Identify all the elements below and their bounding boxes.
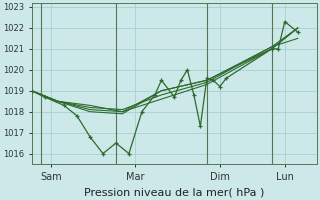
X-axis label: Pression niveau de la mer( hPa ): Pression niveau de la mer( hPa ) — [84, 187, 265, 197]
